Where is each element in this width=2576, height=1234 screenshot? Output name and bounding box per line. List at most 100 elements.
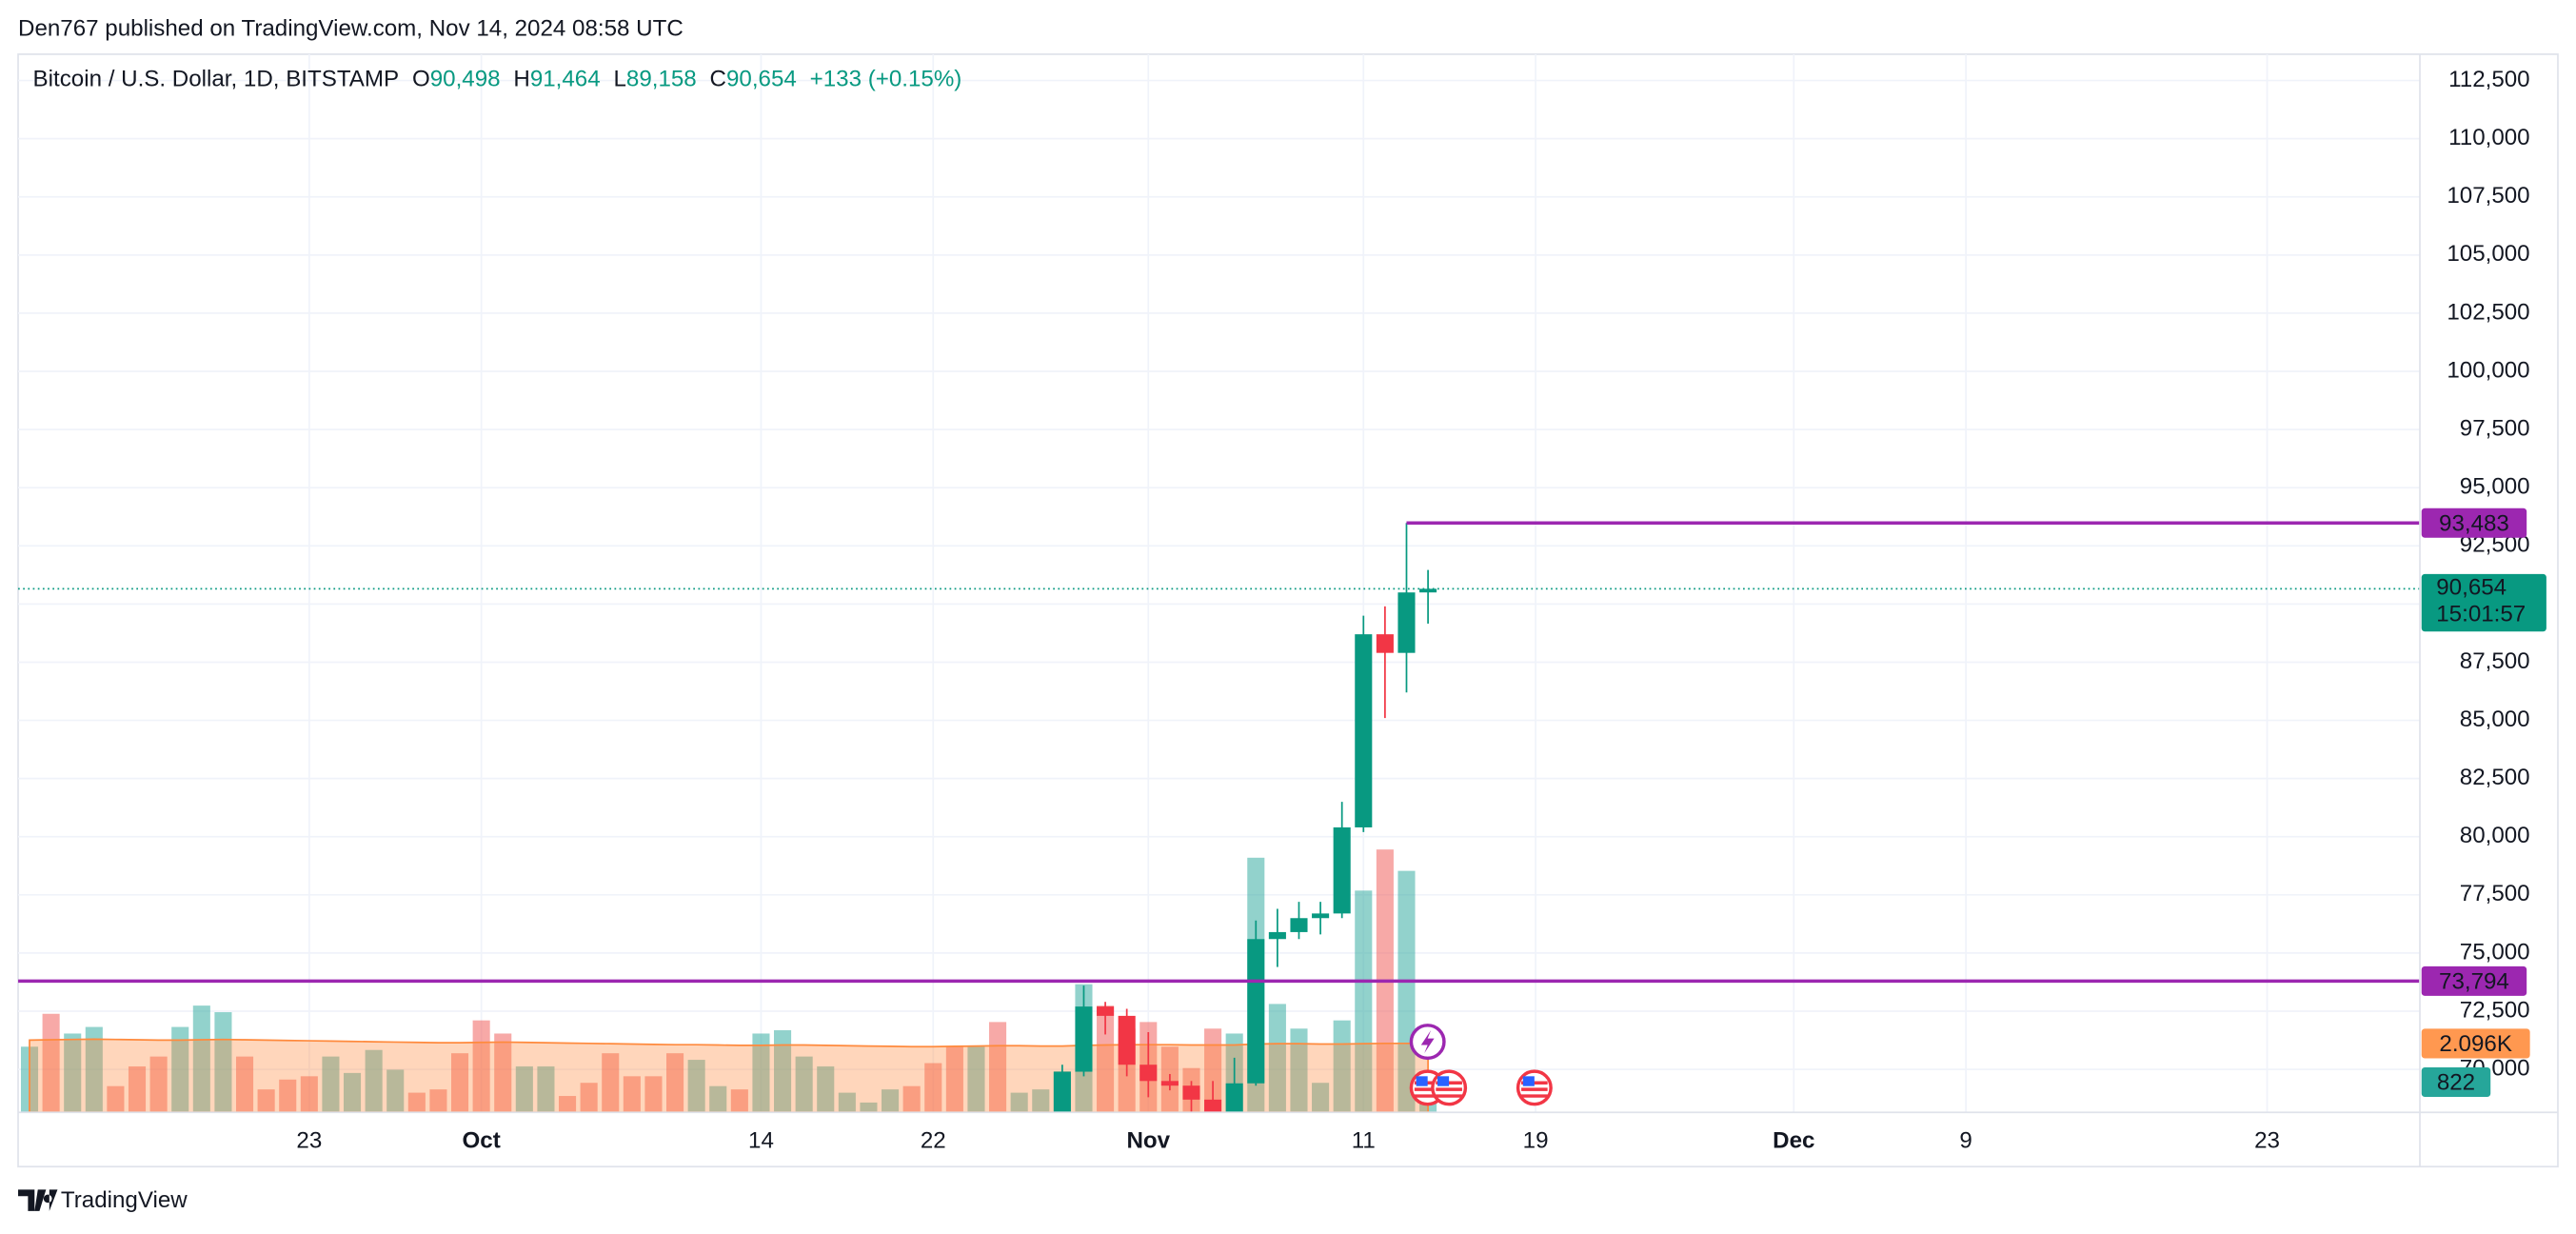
volume-bar <box>279 1079 297 1113</box>
volume-last-label: 822 <box>2437 1070 2475 1096</box>
candle-body <box>1397 592 1416 653</box>
volume-bar <box>924 1063 942 1113</box>
low-value: 89,158 <box>626 67 697 92</box>
volume-bar <box>472 1020 490 1113</box>
candle-body <box>1160 1081 1179 1086</box>
volume-bar <box>644 1076 663 1113</box>
volume-bar <box>666 1053 684 1113</box>
volume-bar <box>192 1005 210 1113</box>
candle-body <box>1075 1006 1093 1072</box>
volume-bar <box>407 1092 426 1113</box>
us-flag-icon[interactable] <box>1431 1069 1468 1106</box>
volume-bar <box>85 1026 103 1113</box>
candle-body <box>1419 588 1437 593</box>
published-note: Den767 published on TradingView.com, Nov… <box>18 15 684 41</box>
symbol-name: Bitcoin / U.S. Dollar, 1D, BITSTAMP <box>33 67 400 92</box>
legend: Bitcoin / U.S. Dollar, 1D, BITSTAMP O90,4… <box>33 67 962 92</box>
volume-bar <box>343 1072 362 1113</box>
volume-bar <box>795 1056 813 1113</box>
symbol: Bitcoin / U.S. Dollar, 1D, BITSTAMP O90,4… <box>33 67 962 92</box>
candle-body <box>1139 1065 1158 1082</box>
volume-last-box <box>2421 1066 2491 1098</box>
y-tick-label: 87,500 <box>2460 648 2530 674</box>
y-tick-label: 77,500 <box>2460 881 2530 906</box>
plot-area <box>18 521 2421 1113</box>
y-tick-label: 82,500 <box>2460 765 2530 790</box>
volume-bar <box>559 1096 577 1113</box>
volume-ma-box <box>2421 1028 2530 1059</box>
y-tick-label: 95,000 <box>2460 474 2530 500</box>
last-price-label: 90,654 <box>2436 575 2507 601</box>
volume-bar <box>709 1085 727 1113</box>
chart-frame <box>17 53 2559 1168</box>
y-tick-label: 102,500 <box>2447 299 2529 325</box>
volume-bar <box>107 1085 125 1113</box>
volume-bar <box>730 1089 748 1113</box>
volume-bar <box>882 1089 900 1113</box>
open-label: O <box>412 67 430 92</box>
volume-bar <box>322 1056 340 1113</box>
volume-bar <box>515 1065 533 1113</box>
volume-bar <box>64 1033 82 1113</box>
volume-bar <box>537 1065 555 1113</box>
volume-bar <box>838 1092 856 1113</box>
y-tick-label: 75,000 <box>2460 939 2530 965</box>
brand: TradingView <box>61 1187 188 1213</box>
volume-bar <box>817 1065 835 1113</box>
candle-body <box>1268 931 1286 940</box>
grid <box>18 53 2421 1113</box>
candle-body <box>1204 1099 1222 1113</box>
candle-body <box>1097 1006 1115 1016</box>
high-label: H <box>513 67 529 92</box>
low-label: L <box>613 67 625 92</box>
volume-bar <box>774 1030 792 1113</box>
x-tick-label: Nov <box>1126 1128 1170 1154</box>
volume-bar <box>128 1065 147 1113</box>
open-value: 90,498 <box>430 67 501 92</box>
volume-bar <box>1397 870 1416 1113</box>
volume-bar <box>214 1012 232 1113</box>
close-label: C <box>710 67 726 92</box>
countdown: 15:01:57 <box>2436 601 2526 627</box>
volume-bar <box>1097 1005 1115 1113</box>
x-tick-label: Oct <box>463 1128 501 1154</box>
volume-bar <box>602 1053 620 1113</box>
volume-bar <box>902 1085 921 1113</box>
last-price-box <box>2421 573 2546 632</box>
volume-bar <box>171 1026 189 1113</box>
footer-logo: TradingView <box>18 1187 188 1213</box>
y-tick-label: 97,500 <box>2460 415 2530 441</box>
x-tick-label: 23 <box>2254 1128 2280 1154</box>
candle-body <box>1355 634 1373 827</box>
volume-bar <box>494 1033 512 1113</box>
x-tick-label: Dec <box>1773 1128 1814 1154</box>
volume-bar <box>1355 890 1373 1113</box>
level-label: 73,794 <box>2439 968 2509 994</box>
volume-bar <box>42 1013 60 1113</box>
us-flag-icon[interactable] <box>1516 1069 1553 1106</box>
volume-bar <box>149 1056 168 1113</box>
y-tick-label: 112,500 <box>2448 67 2529 92</box>
x-tick-label: 11 <box>1352 1128 1376 1154</box>
volume-bar <box>1268 1004 1286 1113</box>
x-tick-label: 14 <box>748 1128 774 1154</box>
volume-bar <box>580 1083 598 1113</box>
volume-bar <box>235 1056 254 1113</box>
y-tick-label: 105,000 <box>2447 241 2529 267</box>
candle-body <box>1225 1083 1243 1113</box>
volume-bar <box>300 1076 318 1113</box>
change: +133 (+0.15%) <box>810 67 962 92</box>
axes: 70,00072,50075,00077,50080,00082,50085,0… <box>18 53 2558 1167</box>
volume-bar <box>945 1046 963 1113</box>
x-tick-label: 23 <box>296 1128 322 1154</box>
candle-body <box>1182 1085 1200 1100</box>
volume-bar <box>623 1076 641 1113</box>
y-tick-label: 80,000 <box>2460 823 2530 848</box>
volume-bar <box>687 1060 705 1113</box>
event-icons <box>1409 1024 1553 1106</box>
y-tick-label: 110,000 <box>2448 125 2529 150</box>
volume-bar <box>429 1089 447 1113</box>
x-tick-label: 9 <box>1959 1128 1972 1154</box>
lightning <box>1420 1030 1435 1054</box>
level-label: 93,483 <box>2439 510 2509 536</box>
